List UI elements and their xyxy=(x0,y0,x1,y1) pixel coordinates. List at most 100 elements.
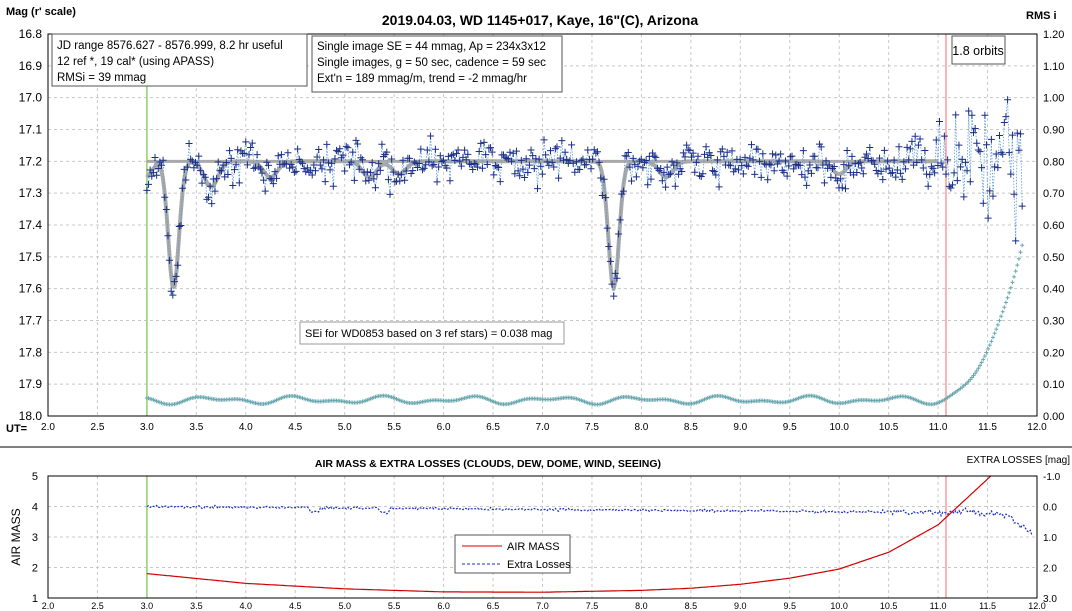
data-point xyxy=(148,172,156,180)
bottom-x-ticks: 2.0 2.5 3.0 3.5 4.0 4.5 5.0 5.5 6.0 6.5 7.0 7.5 8.0 8… xyxy=(42,601,1046,611)
x-tick-label: 5.0 xyxy=(338,601,351,611)
data-point xyxy=(709,167,717,175)
data-point xyxy=(743,161,751,169)
data-point xyxy=(790,165,798,173)
data-point xyxy=(534,185,542,193)
data-point xyxy=(803,181,811,189)
data-point xyxy=(568,141,576,149)
x-tick-label: 8.0 xyxy=(635,601,648,611)
data-point xyxy=(785,162,793,170)
data-point xyxy=(634,162,642,170)
rms-point xyxy=(1016,256,1021,261)
data-point xyxy=(256,165,264,173)
x-tick-label: 6.5 xyxy=(487,601,500,611)
data-point xyxy=(921,147,929,155)
bottom-y2-label: EXTRA LOSSES [mag] xyxy=(967,455,1071,466)
data-point xyxy=(871,160,879,168)
data-point xyxy=(235,179,243,187)
data-point xyxy=(731,165,739,173)
data-point xyxy=(555,174,563,182)
data-point xyxy=(292,167,300,175)
data-point xyxy=(376,166,384,174)
data-point xyxy=(859,170,867,178)
data-point xyxy=(182,176,190,184)
data-point xyxy=(639,164,647,172)
x-tick-label: 2.5 xyxy=(91,601,104,611)
x-tick-label: 5.0 xyxy=(338,422,352,433)
data-point xyxy=(769,150,777,158)
info-box-2: Single image SE = 44 mmag, Ap = 234x3x12… xyxy=(311,35,563,93)
data-point xyxy=(157,161,165,169)
sei-label: SEi for WD0853 based on 3 ref stars) = 0… xyxy=(305,328,552,340)
data-point xyxy=(297,158,305,166)
bottom-y2-ticks: -1.0 0.0 1.0 2.0 3.0 xyxy=(1043,472,1061,605)
data-point xyxy=(749,156,757,164)
data-point xyxy=(728,147,736,155)
data-point xyxy=(501,153,509,161)
data-point xyxy=(853,169,861,177)
rms-point xyxy=(982,354,987,358)
data-point xyxy=(451,157,459,164)
data-point xyxy=(713,156,721,164)
data-point xyxy=(911,132,919,140)
data-point xyxy=(615,230,623,238)
data-point xyxy=(188,157,196,165)
data-point xyxy=(313,153,321,161)
data-point xyxy=(480,138,488,146)
data-point xyxy=(940,132,948,140)
y2-axis-label: RMS i xyxy=(1026,10,1057,22)
data-point xyxy=(522,155,530,163)
data-point xyxy=(683,141,691,149)
data-point xyxy=(438,158,446,166)
y2-tick-label: 0.80 xyxy=(1043,156,1064,168)
data-point xyxy=(681,153,689,161)
data-point xyxy=(611,269,619,277)
data-point xyxy=(700,150,708,158)
data-point xyxy=(811,152,819,160)
data-point xyxy=(339,151,347,159)
rms-point xyxy=(986,346,991,351)
data-point xyxy=(443,164,451,172)
data-point xyxy=(840,161,848,169)
data-point xyxy=(427,132,435,140)
data-point xyxy=(817,143,825,151)
data-point xyxy=(926,171,934,179)
data-point xyxy=(863,150,871,158)
data-point xyxy=(370,175,378,183)
y-tick-label: 16.9 xyxy=(19,59,43,73)
y2-tick-label: 0.10 xyxy=(1043,379,1064,391)
data-point xyxy=(825,161,833,169)
data-point xyxy=(658,177,666,185)
data-point xyxy=(1002,113,1010,121)
data-point xyxy=(373,170,381,178)
data-point xyxy=(396,177,404,185)
x-tick-label: 8.5 xyxy=(685,601,698,611)
rms-point xyxy=(990,335,995,340)
data-point xyxy=(822,157,830,165)
y2-tick-label: 0.00 xyxy=(1043,411,1064,423)
data-point xyxy=(516,172,524,180)
data-point xyxy=(371,184,379,192)
data-point xyxy=(999,150,1007,158)
data-point xyxy=(906,145,914,153)
x-tick-label: 3.0 xyxy=(141,601,154,611)
data-point xyxy=(508,157,516,165)
data-point xyxy=(457,162,465,170)
data-point xyxy=(735,166,743,174)
data-point xyxy=(414,163,422,171)
rms-point xyxy=(1013,269,1018,274)
y2-tick-label: 2.0 xyxy=(1043,564,1057,575)
data-point xyxy=(559,156,567,164)
data-point xyxy=(454,146,462,154)
data-point xyxy=(788,152,796,160)
data-point xyxy=(558,137,566,145)
info-line: 12 ref *, 19 cal* (using APASS) xyxy=(57,56,214,68)
y2-tick-label: 0.0 xyxy=(1043,503,1057,514)
data-point xyxy=(754,145,762,153)
data-point xyxy=(226,147,234,155)
rms-point xyxy=(971,373,976,378)
data-point xyxy=(952,111,960,119)
data-point xyxy=(410,158,418,166)
data-point xyxy=(164,232,172,240)
